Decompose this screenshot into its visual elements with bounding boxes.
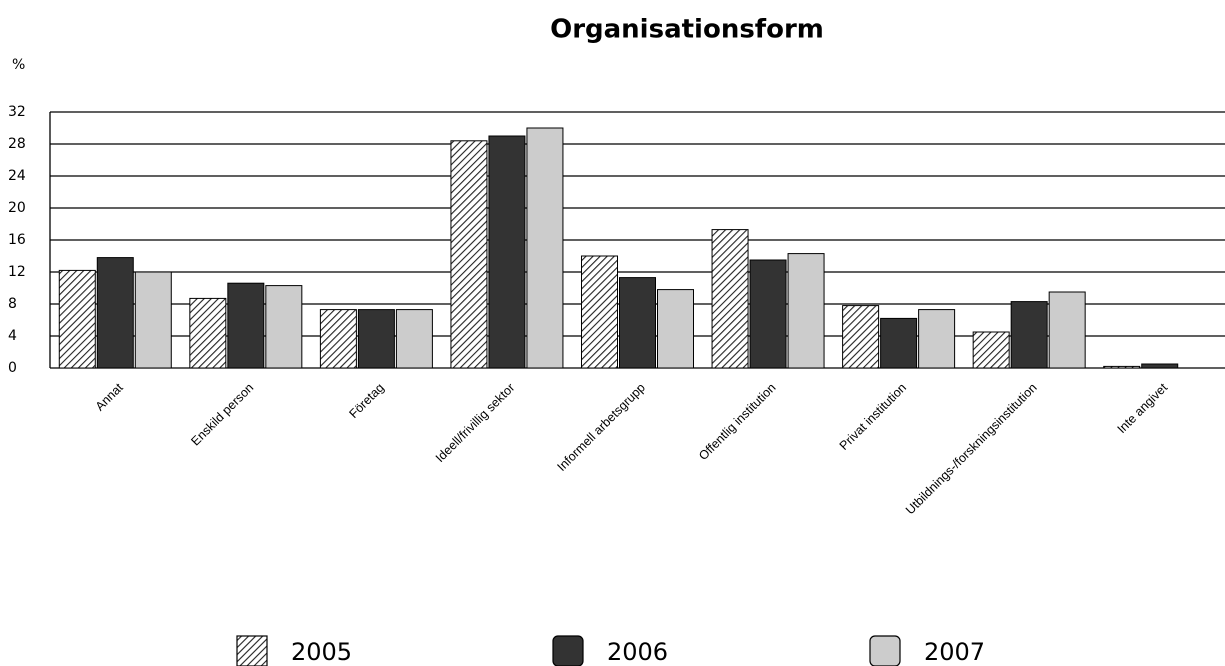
- x-tick-label: Informell arbetsgrupp: [555, 381, 648, 474]
- y-tick-label: 12: [8, 264, 26, 280]
- bar: [450, 140, 488, 369]
- y-tick-label: 16: [8, 232, 26, 248]
- x-tick-label: Privat institution: [837, 381, 909, 453]
- bar: [395, 309, 433, 369]
- bar: [526, 127, 564, 369]
- y-tick-label: 4: [8, 328, 17, 344]
- x-tick-label: Offentlig institution: [696, 381, 778, 463]
- bar: [972, 331, 1010, 369]
- bar: [749, 259, 787, 369]
- bar: [96, 257, 134, 369]
- bar: [134, 271, 172, 369]
- bar: [842, 305, 880, 369]
- bar: [880, 317, 918, 369]
- y-tick-label: 28: [8, 136, 26, 152]
- x-tick-label: Inte angivet: [1115, 380, 1171, 436]
- bar: [619, 277, 656, 369]
- y-tick-label: 8: [8, 296, 17, 312]
- x-tick-label: Företag: [346, 381, 386, 421]
- bar: [581, 255, 618, 369]
- bar: [58, 269, 96, 369]
- bar: [657, 289, 694, 369]
- y-tick-label: 24: [8, 168, 26, 184]
- bar: [1010, 301, 1048, 369]
- bar: [711, 229, 749, 369]
- bar: [357, 309, 395, 369]
- legend-label: 2007: [924, 638, 985, 666]
- bar: [488, 135, 526, 369]
- bar: [265, 285, 303, 369]
- chart-title: Organisationsform: [550, 15, 824, 45]
- bar: [189, 297, 227, 369]
- y-tick-label: 0: [8, 360, 17, 376]
- bar: [227, 282, 265, 369]
- legend-swatch: [869, 635, 901, 666]
- legend-swatch: [552, 635, 584, 666]
- x-tick-label: Annat: [93, 380, 126, 413]
- legend-label: 2005: [291, 638, 352, 666]
- legend-label: 2006: [607, 638, 668, 666]
- x-tick-label: Ideell/frivillig sektor: [433, 381, 518, 466]
- bar: [319, 309, 357, 369]
- x-tick-label: Enskild person: [188, 381, 256, 449]
- bar: [1103, 365, 1141, 369]
- bar: [1141, 363, 1179, 369]
- x-tick-label: Utbildnings-/forskningsinstitution: [903, 381, 1040, 518]
- bar: [1048, 291, 1086, 369]
- bar: [918, 309, 956, 369]
- y-tick-label: 32: [8, 104, 26, 120]
- y-axis-label: %: [12, 57, 25, 73]
- legend-swatch: [236, 635, 268, 666]
- bar: [787, 253, 825, 369]
- y-tick-label: 20: [8, 200, 26, 216]
